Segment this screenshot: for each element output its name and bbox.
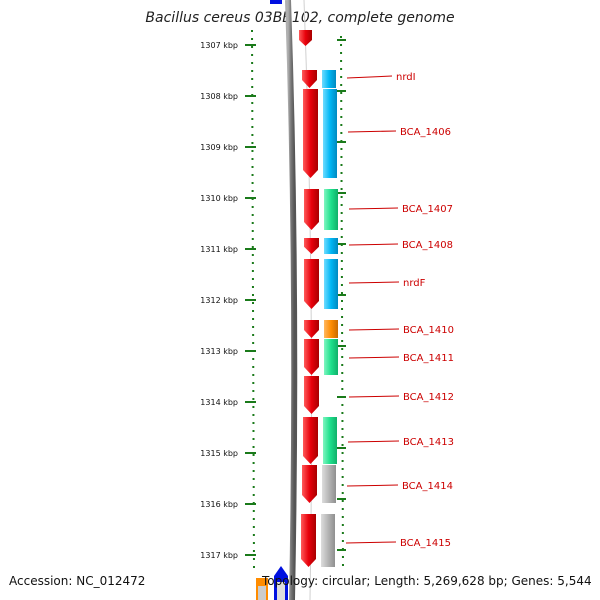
tick-label: 1311 kbp xyxy=(200,245,238,254)
tick-label: 1308 kbp xyxy=(200,92,238,101)
cds-arrows xyxy=(299,30,319,567)
cds-arrow xyxy=(304,238,319,254)
label-leader xyxy=(347,440,400,443)
cog-boxes xyxy=(321,70,338,567)
label-leader xyxy=(348,207,399,210)
cog-box xyxy=(323,417,337,464)
label-leader xyxy=(346,484,399,487)
gene-label: nrdI xyxy=(396,72,416,83)
gene-label: nrdF xyxy=(403,278,426,289)
gene-label: BCA_1407 xyxy=(402,204,453,215)
gene-label: BCA_1415 xyxy=(400,538,451,549)
label-leader xyxy=(345,541,397,544)
cds-arrow xyxy=(302,70,317,88)
tick-label: 1316 kbp xyxy=(200,500,238,509)
gene-label: BCA_1408 xyxy=(402,240,453,251)
genome-summary-text: Topology: circular; Length: 5,269,628 bp… xyxy=(262,574,592,588)
cds-arrow xyxy=(303,417,318,464)
cds-arrow xyxy=(304,320,319,338)
cog-box xyxy=(322,465,336,503)
cog-box xyxy=(321,514,335,567)
tick-label: 1314 kbp xyxy=(200,398,238,407)
cog-box xyxy=(324,339,338,375)
label-leader xyxy=(346,75,393,79)
tick-label: 1310 kbp xyxy=(200,194,238,203)
label-leader xyxy=(348,356,400,359)
label-leader xyxy=(348,243,399,246)
left-tick-marks: 1307 kbp 1308 kbp 1309 kbp 1310 kbp 1311 kbp… xyxy=(200,41,256,560)
cds-arrow xyxy=(301,514,316,567)
accession-text: Accession: NC_012472 xyxy=(9,574,146,588)
map-title: Bacillus cereus 03BB102, complete genome xyxy=(145,10,455,26)
tick-label: 1315 kbp xyxy=(200,449,238,458)
right-ruler-line xyxy=(340,35,344,571)
label-leader xyxy=(348,395,400,398)
cog-box xyxy=(324,259,338,309)
bottom-edge-features xyxy=(256,566,288,600)
cds-arrow xyxy=(304,189,319,230)
cog-box xyxy=(324,238,338,254)
cds-arrow xyxy=(302,465,317,503)
label-leader xyxy=(348,328,400,331)
cds-arrow xyxy=(304,259,319,309)
right-tick-marks xyxy=(337,39,346,551)
gene-label: BCA_1406 xyxy=(400,127,451,138)
cds-arrow xyxy=(299,30,312,46)
cds-arrow xyxy=(304,339,319,375)
cds-arrow xyxy=(304,376,319,414)
gene-label: BCA_1414 xyxy=(402,481,453,492)
cog-box xyxy=(324,189,338,230)
genome-backbone xyxy=(285,0,298,600)
tick-label: 1312 kbp xyxy=(200,296,238,305)
cog-box xyxy=(323,89,337,178)
gene-label: BCA_1412 xyxy=(403,392,454,403)
cog-box xyxy=(324,320,338,338)
label-leader xyxy=(347,130,397,133)
gene-labels: nrdI BCA_1406 BCA_1407 BCA_1408 nrdF BCA_1410… xyxy=(345,72,454,549)
tick-label: 1317 kbp xyxy=(200,551,238,560)
cds-arrow xyxy=(303,89,318,178)
cog-box xyxy=(322,70,336,88)
gene-label: BCA_1411 xyxy=(403,353,454,364)
tick-label: 1307 kbp xyxy=(200,41,238,50)
tick-label: 1313 kbp xyxy=(200,347,238,356)
label-leader xyxy=(348,281,400,284)
tick-label: 1309 kbp xyxy=(200,143,238,152)
top-edge-feature xyxy=(270,0,282,4)
gene-label: BCA_1410 xyxy=(403,325,454,336)
gene-label: BCA_1413 xyxy=(403,437,454,448)
